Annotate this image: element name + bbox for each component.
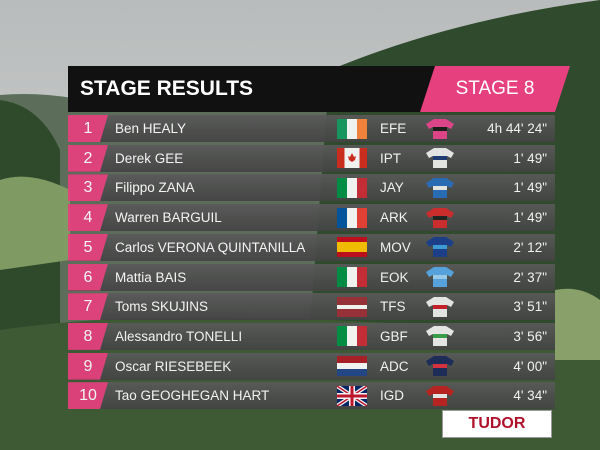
jersey: [426, 118, 454, 139]
flag: [337, 356, 367, 377]
team-code: ADC: [380, 358, 409, 374]
rank: 2: [68, 144, 108, 172]
rider-name: Mattia BAIS: [115, 269, 187, 285]
time: 4' 00": [513, 358, 547, 374]
time: 2' 12": [513, 239, 547, 255]
result-row: 10 Tao GEOGHEGAN HART IGD 4' 34": [68, 382, 555, 410]
flag: [337, 326, 367, 347]
time: 4h 44' 24": [487, 121, 547, 136]
rider-name: Warren BARGUIL: [115, 210, 222, 226]
time: 1' 49": [513, 210, 547, 226]
flag: [337, 385, 367, 406]
team-code: EFE: [380, 121, 407, 136]
time: 4' 34": [513, 388, 547, 404]
time: 1' 49": [513, 150, 547, 166]
rider-name: Carlos VERONA QUINTANILLA: [115, 239, 306, 255]
rank: 7: [68, 293, 108, 321]
team-code: MOV: [380, 239, 411, 255]
rider-name: Derek GEE: [115, 150, 184, 166]
flag: [337, 118, 367, 139]
team-code: GBF: [380, 328, 408, 344]
flag: [337, 296, 367, 317]
rank: 4: [68, 204, 108, 232]
rank: 1: [68, 115, 108, 142]
rider-name: Oscar RIESEBEEK: [115, 358, 232, 374]
rank: 6: [68, 263, 108, 291]
flag: [337, 207, 367, 228]
team-code: IPT: [380, 150, 402, 166]
rider-name: Alessandro TONELLI: [115, 328, 243, 344]
rank: 5: [68, 233, 108, 261]
jersey: [426, 207, 454, 228]
title: STAGE RESULTS: [68, 66, 436, 112]
rank: 8: [68, 322, 108, 350]
team-code: JAY: [380, 180, 404, 196]
rider-name: Ben HEALY: [115, 121, 187, 136]
rank: 9: [68, 352, 108, 380]
stage-label: STAGE 8: [420, 66, 570, 112]
team-code: EOK: [380, 269, 409, 285]
result-row: 7 Toms SKUJINS TFS 3' 51": [68, 293, 555, 321]
jersey: [426, 237, 454, 258]
time: 3' 56": [513, 328, 547, 344]
jersey: [426, 267, 454, 287]
flag: [337, 148, 367, 169]
rank: 10: [68, 382, 108, 410]
result-row: 1 Ben HEALY EFE 4h 44' 24": [68, 115, 555, 142]
jersey: [426, 177, 454, 198]
result-row: 6 Mattia BAIS EOK 2' 37": [68, 263, 555, 291]
team-code: ARK: [380, 210, 408, 226]
result-row: 9 Oscar RIESEBEEK ADC 4' 00": [68, 352, 555, 380]
flag: [337, 177, 367, 198]
result-row: 5 Carlos VERONA QUINTANILLA MOV 2' 12": [68, 233, 555, 261]
sponsor-logo: TUDOR: [442, 410, 552, 438]
result-row: 8 Alessandro TONELLI GBF 3' 56": [68, 322, 555, 350]
team-code: TFS: [380, 299, 406, 315]
jersey: [426, 148, 454, 169]
time: 3' 51": [513, 299, 547, 315]
jersey: [426, 356, 454, 377]
rider-name: Tao GEOGHEGAN HART: [115, 388, 270, 404]
team-code: IGD: [380, 388, 405, 404]
time: 2' 37": [513, 269, 547, 285]
result-row: 2 Derek GEE IPT 1' 49": [68, 144, 555, 172]
rider-name: Toms SKUJINS: [115, 299, 209, 315]
jersey: [426, 385, 454, 406]
result-row: 3 Filippo ZANA JAY 1' 49": [68, 174, 555, 202]
flag: [337, 237, 367, 258]
flag: [337, 267, 367, 287]
jersey: [426, 326, 454, 347]
rider-name: Filippo ZANA: [115, 180, 195, 196]
rank: 3: [68, 174, 108, 202]
result-row: 4 Warren BARGUIL ARK 1' 49": [68, 204, 555, 232]
jersey: [426, 296, 454, 317]
time: 1' 49": [513, 180, 547, 196]
